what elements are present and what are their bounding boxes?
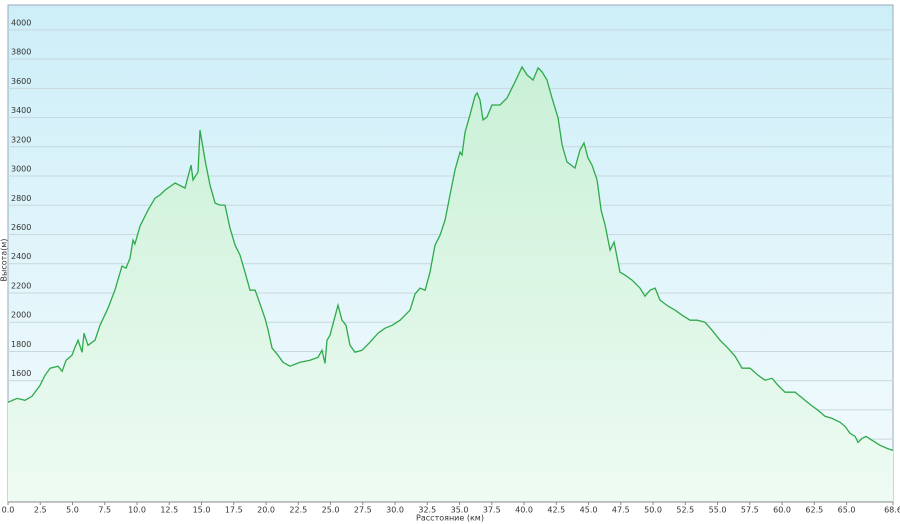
x-tick-label: 62.5 [805,506,823,515]
x-tick-label: 60.0 [773,506,791,515]
x-tick-label: 32.5 [418,506,436,515]
y-tick-label: 3400 [11,106,31,115]
y-tick-label: 2800 [11,194,31,203]
x-tick-label: 0.0 [2,506,15,515]
y-tick-label: 3600 [11,77,31,86]
y-tick-label: 1600 [11,369,31,378]
y-tick-label: 2400 [11,252,31,261]
y-tick-label: 4000 [11,18,31,27]
y-tick-label: 1800 [11,340,31,349]
x-tick-label: 45.0 [580,506,598,515]
x-tick-label: 65.0 [838,506,856,515]
x-tick-label: 12.5 [160,506,178,515]
x-tick-label: 17.5 [225,506,243,515]
x-tick-label: 15.0 [193,506,211,515]
x-tick-label: 68.6 [884,506,900,515]
x-tick-label: 47.5 [612,506,630,515]
x-tick-label: 25.0 [322,506,340,515]
y-tick-label: 2000 [11,311,31,320]
x-tick-label: 30.0 [386,506,404,515]
y-axis-label: Высота(м) [0,239,9,282]
x-tick-label: 55.0 [709,506,727,515]
y-tick-label: 3800 [11,48,31,57]
x-tick-label: 50.0 [644,506,662,515]
x-axis-label: Расстояние (км) [416,514,484,523]
area-fill [8,67,893,502]
x-tick-label: 7.5 [98,506,111,515]
x-tick-label: 27.5 [354,506,372,515]
y-tick-label: 3000 [11,165,31,174]
x-tick-label: 20.0 [257,506,275,515]
x-tick-label: 5.0 [66,506,79,515]
x-tick-label: 10.0 [128,506,146,515]
x-tick-label: 57.5 [741,506,759,515]
x-tick-label: 42.5 [547,506,565,515]
y-tick-label: 2600 [11,223,31,232]
x-tick-label: 37.5 [483,506,501,515]
elevation-line [7,65,894,452]
x-tick-label: 35.0 [451,506,469,515]
y-tick-label: 2200 [11,281,31,290]
x-tick-label: 22.5 [289,506,307,515]
x-tick-label: 2.5 [34,506,47,515]
x-tick-label: 52.5 [676,506,694,515]
y-tick-label: 3200 [11,135,31,144]
x-tick-label: 40.0 [515,506,533,515]
